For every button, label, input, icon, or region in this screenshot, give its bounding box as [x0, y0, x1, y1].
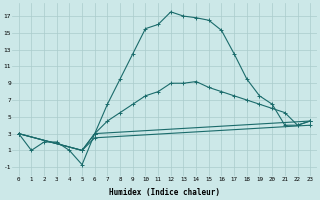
X-axis label: Humidex (Indice chaleur): Humidex (Indice chaleur) — [109, 188, 220, 197]
